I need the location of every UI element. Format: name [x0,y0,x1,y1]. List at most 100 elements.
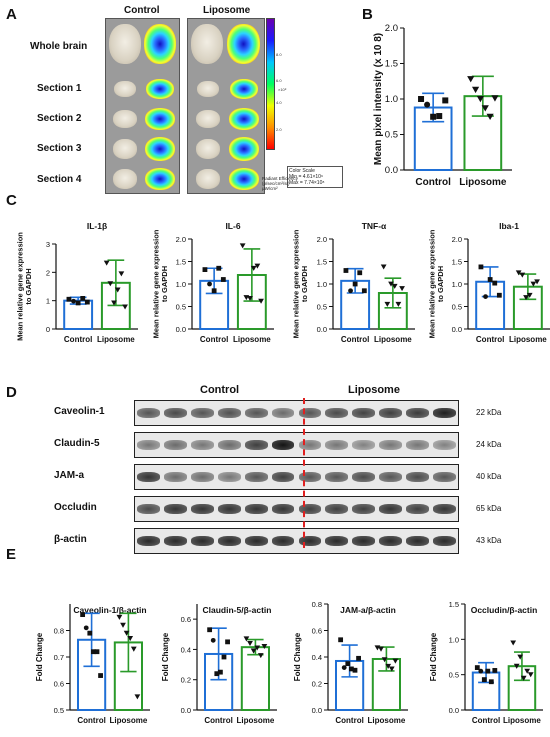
data-point [467,76,475,83]
data-point [214,671,220,677]
chart-title: Caveolin-1/β-actin [73,605,146,615]
x-tick-label: Liposome [509,335,547,344]
y-axis-label-line: Mean relative gene expression [152,229,161,338]
chart-c2: IL-6 0.0 0.5 1.0 1.5 2.0 Mean relative gene ex… [152,221,274,344]
data-point [345,661,351,667]
data-point [343,268,349,273]
wb-blot-strip [134,496,459,522]
wb-band [298,440,322,450]
y-tick-label: 1.0 [176,280,186,289]
y-tick-label: 2 [46,268,50,277]
data-point [524,668,531,674]
wb-band [298,472,322,482]
data-point [481,677,487,683]
bar [377,292,408,330]
wb-band [379,440,403,450]
wb-band [433,440,456,450]
chart-title: JAM-a/β-actin [340,605,396,615]
y-tick-label: 0.0 [449,706,459,715]
data-point [352,281,358,287]
y-tick-label: 2.0 [385,23,398,34]
data-point [111,300,117,306]
data-point [483,294,488,299]
wb-band [325,408,349,418]
data-point [486,113,494,121]
data-point [254,645,261,651]
wb-band [379,408,403,418]
wb-band [137,408,160,418]
data-point [123,630,130,636]
wb-band [271,536,295,546]
data-point [361,288,367,294]
y-tick-label: 3 [46,240,50,249]
wb-band [190,536,214,546]
data-point [374,645,381,651]
y-tick-label: 0.2 [181,676,191,685]
wb-band [190,504,214,514]
data-point [247,296,253,302]
data-point [217,669,223,675]
data-point [220,277,226,282]
section-fluorescence [230,79,258,99]
data-point [338,637,344,643]
data-point [90,649,96,655]
data-point [207,627,213,633]
wb-band [406,408,430,418]
y-tick-label: 1.5 [176,258,186,267]
bar [113,641,144,711]
bar [413,106,453,171]
y-axis-label: Mean relative gene expressionto GAPDH [428,229,446,338]
wb-band [325,504,349,514]
x-tick-label: Liposome [237,716,275,725]
color-scale-max: Max = 7.74×10⁸ [289,180,325,186]
panel-label-a: A [6,6,17,23]
data-point [352,667,358,673]
y-tick-label: 0 [46,325,50,334]
brain-fluorescence [227,24,260,64]
data-point [210,637,216,643]
y-tick-label: 0.0 [317,325,327,334]
chart-title: IL-1β [87,221,107,231]
data-point [103,260,110,266]
colorbar-units: Radiant Efficiency (p/sec/cm²/sr) μW/cm² [262,176,298,191]
data-point [513,663,520,669]
wb-band [406,440,430,450]
bar [512,285,543,331]
data-point [478,264,484,270]
x-tick-label: Control [64,335,92,344]
wb-band [325,472,349,482]
wb-band [217,472,241,482]
data-point [118,271,125,277]
y-axis-label: Fold Change [161,632,170,681]
wb-band [163,472,187,482]
x-tick-label: Liposome [110,716,148,725]
section-photo [113,169,137,189]
colorbar-units-line: μW/cm² [262,186,278,191]
chart-c1: IL-1β 0 1 2 3 Mean relative gene expressionto… [16,221,138,344]
wb-blot-strip [134,432,459,458]
data-point [534,279,540,285]
wb-divider [303,398,305,548]
x-tick-label: Liposome [233,335,271,344]
data-point [87,630,93,636]
section-photo [113,139,137,159]
data-point [80,612,86,617]
y-tick-label: 2.0 [317,235,327,244]
data-point [258,298,264,304]
wb-band [244,408,268,418]
wb-band [433,472,456,482]
section-fluorescence [229,108,259,130]
data-point [510,640,517,646]
data-point [491,95,499,102]
color-scale-title: Color Scale [289,168,315,174]
wb-kda-label: 24 kDa [476,440,502,449]
chart-title: Iba-1 [499,221,519,231]
wb-band [163,536,187,546]
y-tick-label: 0.0 [176,325,186,334]
x-tick-label: Control [476,335,504,344]
bar [240,646,271,712]
y-tick-label: 0.5 [176,303,186,312]
wb-band [271,504,295,514]
